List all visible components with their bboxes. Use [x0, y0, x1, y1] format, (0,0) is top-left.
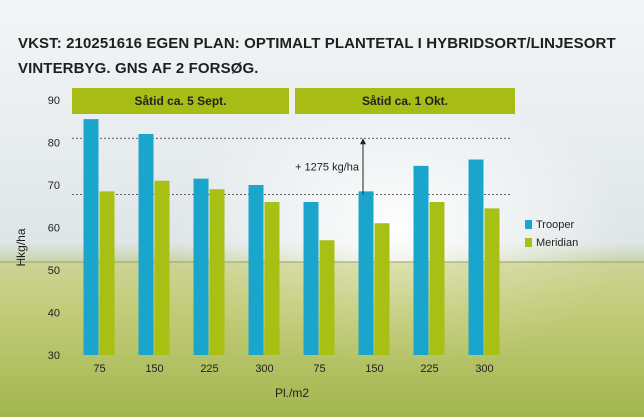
bar-meridian-1	[99, 191, 115, 355]
group-header-label-1: Såtid ca. 5 Sept.	[134, 94, 226, 108]
bar-trooper-1	[83, 119, 99, 355]
x-tick-label: 300	[475, 363, 493, 375]
annotation-arrow-head	[360, 138, 366, 145]
x-tick-label: 225	[420, 363, 438, 375]
y-tick-label: 90	[48, 95, 60, 107]
x-tick-label: 150	[365, 363, 383, 375]
y-axis-label: Hkg/ha	[14, 228, 28, 266]
bar-meridian-4	[264, 202, 280, 355]
group-header-label-2: Såtid ca. 1 Okt.	[362, 94, 448, 108]
title-line-2: VINTERBYG. GNS AF 2 FORSØG.	[18, 60, 259, 77]
bar-trooper-4	[248, 185, 264, 355]
x-tick-label: 300	[255, 363, 273, 375]
group-header-band-2	[295, 88, 515, 114]
bar-meridian-3	[209, 189, 225, 355]
bar-trooper-8	[468, 159, 484, 355]
y-tick-label: 30	[48, 350, 60, 362]
group-header-band-1	[72, 88, 289, 114]
y-tick-label: 40	[48, 308, 60, 320]
x-tick-label: 75	[313, 363, 325, 375]
title-line-1: VKST: 210251616 EGEN PLAN: OPTIMALT PLAN…	[18, 35, 616, 52]
x-axis-label: Pl./m2	[275, 386, 309, 400]
bar-trooper-3	[193, 178, 209, 355]
legend-label-meridian: Meridian	[536, 237, 578, 249]
y-tick-label: 60	[48, 223, 60, 235]
bar-trooper-6	[358, 191, 374, 355]
bar-meridian-5	[319, 240, 335, 355]
bar-meridian-8	[484, 208, 500, 355]
y-tick-label: 80	[48, 138, 60, 150]
bar-trooper-5	[303, 202, 319, 355]
x-tick-label: 150	[145, 363, 163, 375]
bar-meridian-2	[154, 180, 170, 355]
annotation-label: + 1275 kg/ha	[295, 161, 360, 173]
legend-label-trooper: Trooper	[536, 219, 574, 231]
legend-swatch-trooper	[525, 220, 532, 229]
bar-meridian-7	[429, 202, 445, 355]
bar-meridian-6	[374, 223, 390, 355]
x-tick-label: 225	[200, 363, 218, 375]
y-tick-label: 70	[48, 180, 60, 192]
bar-trooper-7	[413, 165, 429, 355]
legend-swatch-meridian	[525, 238, 532, 247]
y-tick-label: 50	[48, 265, 60, 277]
x-tick-label: 75	[93, 363, 105, 375]
bar-trooper-2	[138, 134, 154, 355]
